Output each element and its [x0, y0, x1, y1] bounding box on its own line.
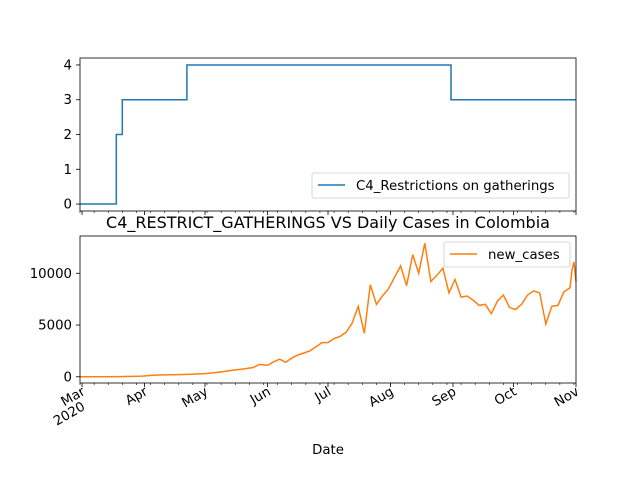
top-ytick-label: 0 — [64, 198, 72, 213]
top-ytick-label: 3 — [64, 93, 72, 108]
xtick-label: Nov — [552, 384, 582, 410]
xtick-label: Jul — [312, 384, 334, 406]
xtick-label: Jun — [247, 384, 273, 408]
bottom-ytick-label: 10000 — [30, 267, 72, 282]
bottom-legend-box — [443, 241, 571, 268]
chart-title: C4_RESTRICT_GATHERINGS VS Daily Cases in… — [106, 213, 550, 233]
bottom-legend: new_cases — [443, 241, 571, 268]
xtick-label: Oct — [492, 384, 519, 408]
bottom-ytick-label: 5000 — [38, 319, 72, 334]
top-ytick-label: 4 — [64, 58, 72, 73]
x-axis-label: Date — [312, 443, 344, 458]
bottom-legend-label: new_cases — [488, 248, 560, 263]
top-legend-box — [311, 172, 570, 199]
series-line-new-cases — [80, 243, 577, 378]
bottom-chart: C4_RESTRICT_GATHERINGS VS Daily Cases in… — [30, 213, 582, 458]
top-ytick-label: 1 — [64, 163, 72, 178]
series-line-restrictions — [80, 64, 576, 205]
xtick-label: Aug — [367, 384, 397, 410]
xtick-label: May — [180, 384, 211, 411]
top-legend-label: C4_Restrictions on gatherings — [356, 179, 555, 194]
xtick-label: Apr — [123, 384, 151, 409]
bottom-ytick-label: 0 — [64, 370, 72, 385]
top-chart: 0 1 2 3 4 C4_Restrictions on gatherings — [64, 57, 577, 215]
top-legend: C4_Restrictions on gatherings — [311, 172, 570, 199]
top-ytick-label: 2 — [64, 128, 72, 143]
xtick-label: Sep — [430, 384, 459, 410]
